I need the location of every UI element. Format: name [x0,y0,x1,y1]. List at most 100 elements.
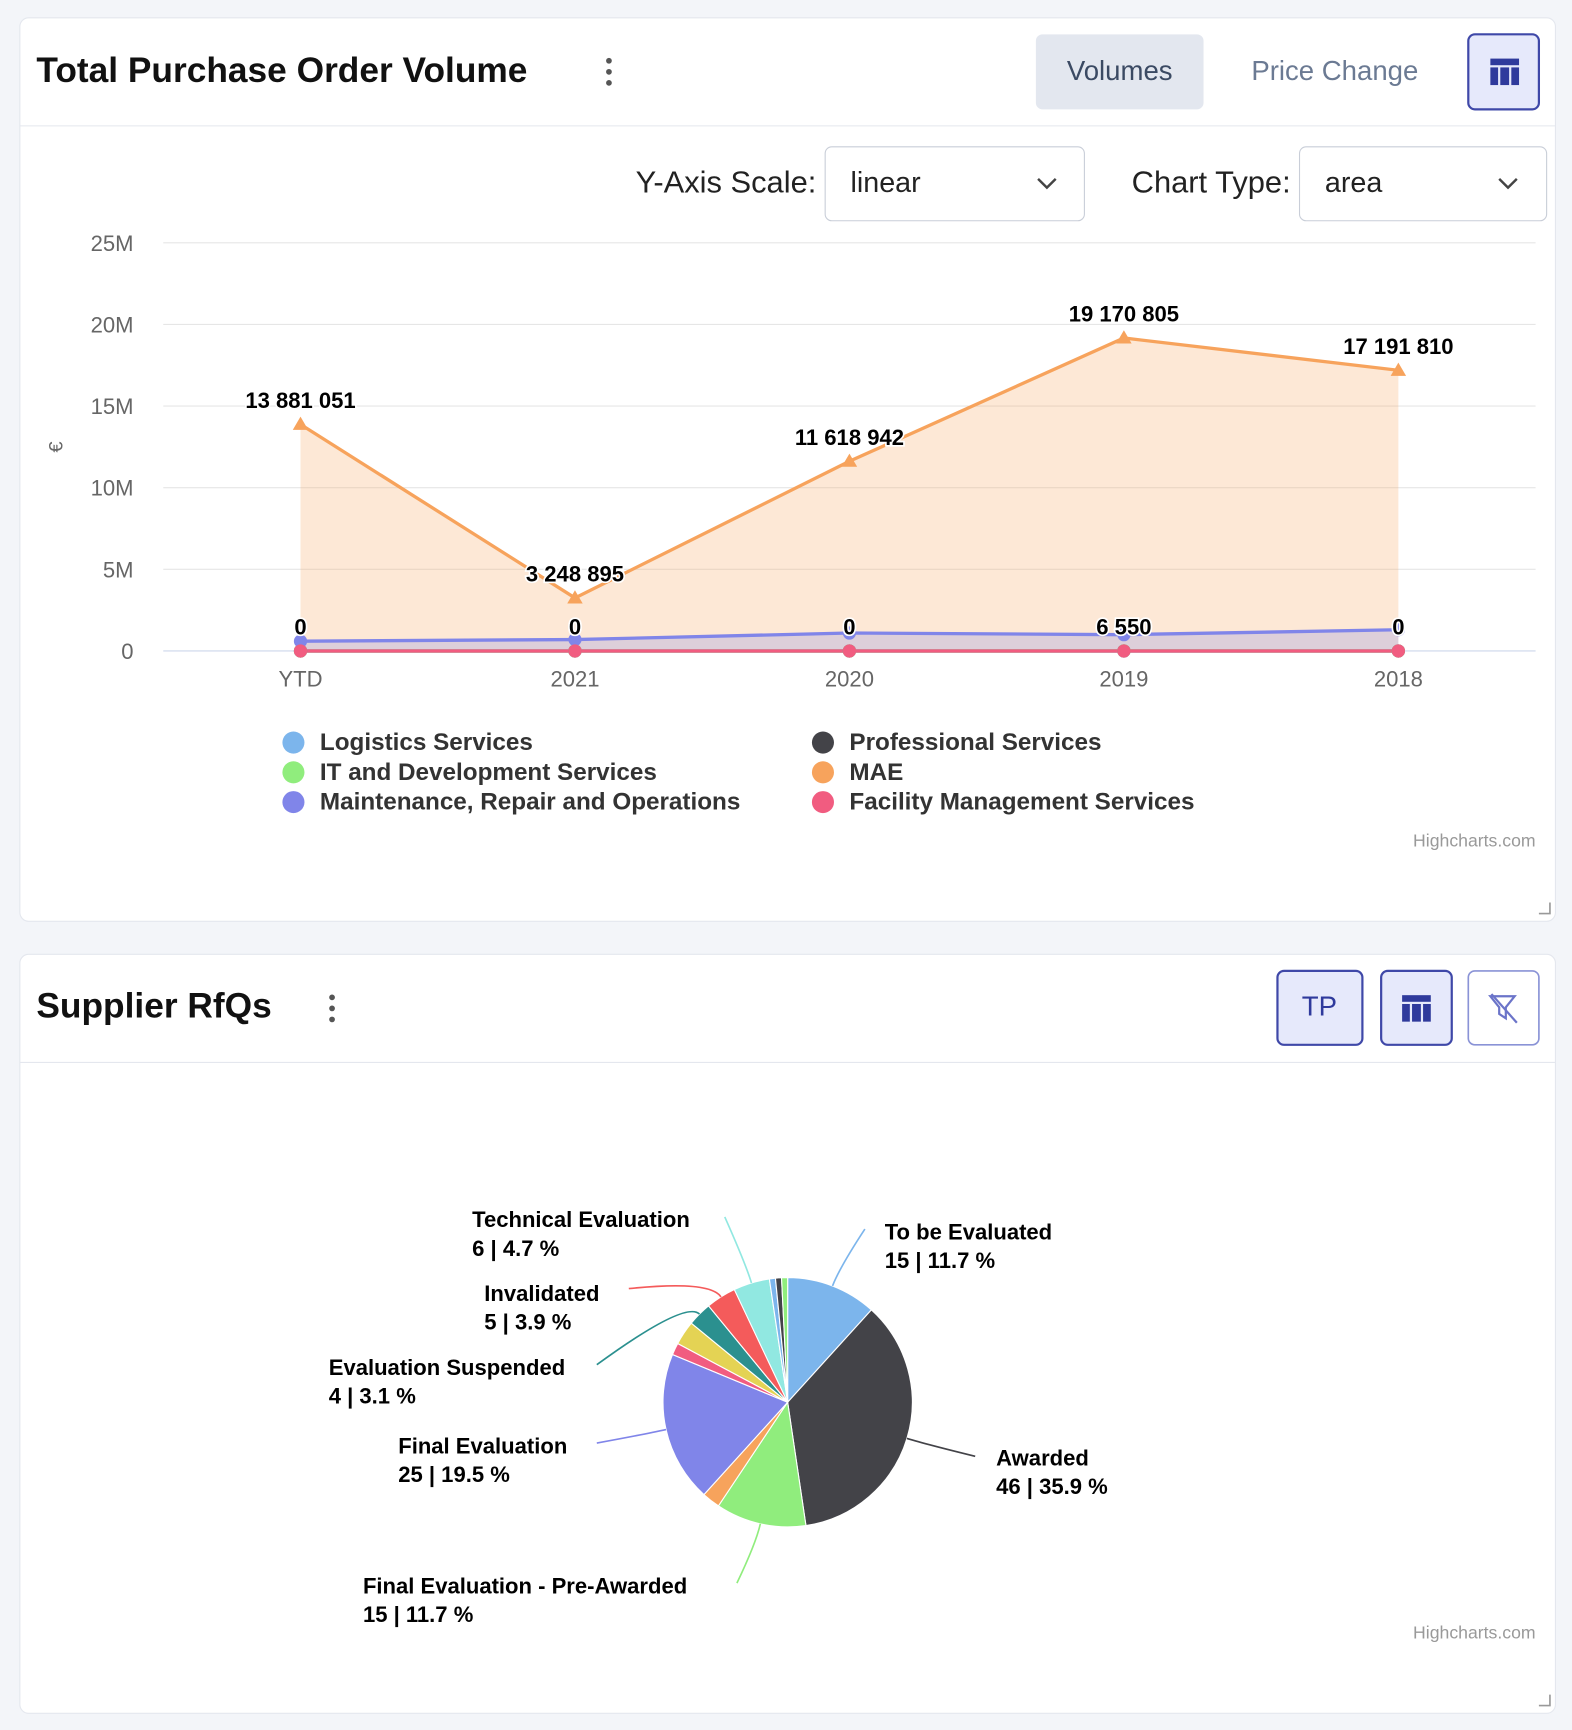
marker [1390,362,1407,376]
legend-swatch [282,731,305,754]
data-label: 11 618 942 [795,425,904,450]
x-tick-label: 2018 [1374,667,1423,692]
button-label: TP [1302,991,1337,1022]
pie-slice [787,1309,913,1527]
credits: Highcharts.com [1413,830,1536,850]
data-label: 6 550 [1096,615,1151,640]
connector [628,1284,722,1298]
table-icon [1402,995,1431,1022]
dropdown-value: linear [851,167,922,199]
connector [831,1228,866,1287]
y-tick-label: 15M [91,394,134,419]
slice-label: Awarded [996,1445,1089,1470]
marker [842,644,857,658]
slice-label: Evaluation Suspended [329,1355,565,1380]
resize-handle[interactable] [1538,902,1551,915]
marker [1117,628,1131,642]
tab[interactable]: Volumes [1067,55,1173,86]
marker [1391,644,1405,658]
data-label: 0 [843,615,855,640]
chevron [1498,177,1518,190]
slice-label: Final Evaluation [398,1433,567,1458]
legend-label: Professional Services [849,729,1101,756]
marker [841,453,858,467]
dropdown[interactable] [824,146,1085,222]
slice-label: Final Evaluation - Pre-Awarded [363,1573,687,1598]
x-tick-label: 2019 [1099,667,1148,692]
panel-title: Total Purchase Order Volume [36,51,527,90]
legend-label: Logistics Services [320,729,533,756]
data-label: 13 881 051 [245,388,355,413]
marker [567,590,583,604]
slice-label: Invalidated [484,1281,599,1306]
legend-swatch [811,761,834,784]
panel-title: Supplier RfQs [36,987,271,1026]
y-tick-label: 5M [103,557,134,582]
legend-label: Maintenance, Repair and Operations [320,789,740,816]
marker [568,644,582,658]
control-label: Chart Type: [1132,165,1291,200]
slice-label: Technical Evaluation [472,1207,690,1232]
connector [724,1216,753,1284]
x-tick-label: 2020 [825,667,874,692]
table-icon [1490,58,1520,86]
slice-value-label: 6 | 4.7 % [472,1236,559,1261]
slice-value-label: 15 | 11.7 % [363,1602,474,1627]
legend-swatch [811,791,834,814]
connector [736,1523,762,1584]
pie-slice [780,1277,789,1403]
dropdown[interactable] [1298,146,1548,222]
chevron [1037,177,1057,190]
marker [1117,644,1131,658]
slice-value-label: 5 | 3.9 % [484,1310,571,1335]
y-tick-label: 0 [121,639,133,664]
marker [842,626,857,640]
data-label: 3 248 895 [526,562,624,587]
legend-label: IT and Development Services [320,759,657,786]
data-label: 0 [569,615,581,640]
legend-swatch [811,731,834,754]
marker [292,416,309,430]
data-label: 0 [1392,615,1404,640]
tab[interactable]: Price Change [1251,55,1418,86]
slice-value-label: 15 | 11.7 % [885,1248,996,1273]
slice-label: To be Evaluated [885,1219,1052,1244]
legend-label: MAE [849,759,903,786]
slice-value-label: 4 | 3.1 % [329,1384,416,1409]
x-tick-label: YTD [278,667,322,692]
area [300,337,1399,651]
marker [293,634,308,648]
kebab-menu[interactable] [606,57,612,86]
legend-swatch [282,791,305,814]
connector [596,1310,701,1366]
connector [596,1428,667,1444]
resize-handle[interactable] [1538,1694,1551,1707]
filter-icon [1488,993,1518,1024]
y-tick-label: 20M [91,312,134,337]
x-tick-label: 2021 [550,667,599,692]
marker [568,632,582,647]
legend-label: Facility Management Services [849,789,1194,816]
y-axis-title: € [46,441,68,452]
marker [1391,623,1405,637]
dropdown-value: area [1325,167,1382,199]
kebab-menu[interactable] [329,994,335,1023]
y-tick-label: 10M [91,476,134,501]
marker [1116,330,1132,344]
connector [906,1437,976,1458]
legend-swatch [282,761,305,784]
panel [19,17,1557,922]
credits: Highcharts.com [1413,1623,1536,1643]
data-label: 0 [294,615,306,640]
marker [293,644,308,658]
tab-active[interactable] [1035,34,1204,110]
tp-button[interactable] [1276,969,1364,1046]
data-label: 17 191 810 [1343,334,1453,359]
y-tick-label: 25M [91,231,134,256]
slice-value-label: 25 | 19.5 % [398,1462,510,1487]
control-label: Y-Axis Scale: [636,165,817,200]
data-label: 19 170 805 [1069,302,1179,327]
slice-value-label: 46 | 35.9 % [996,1474,1108,1499]
